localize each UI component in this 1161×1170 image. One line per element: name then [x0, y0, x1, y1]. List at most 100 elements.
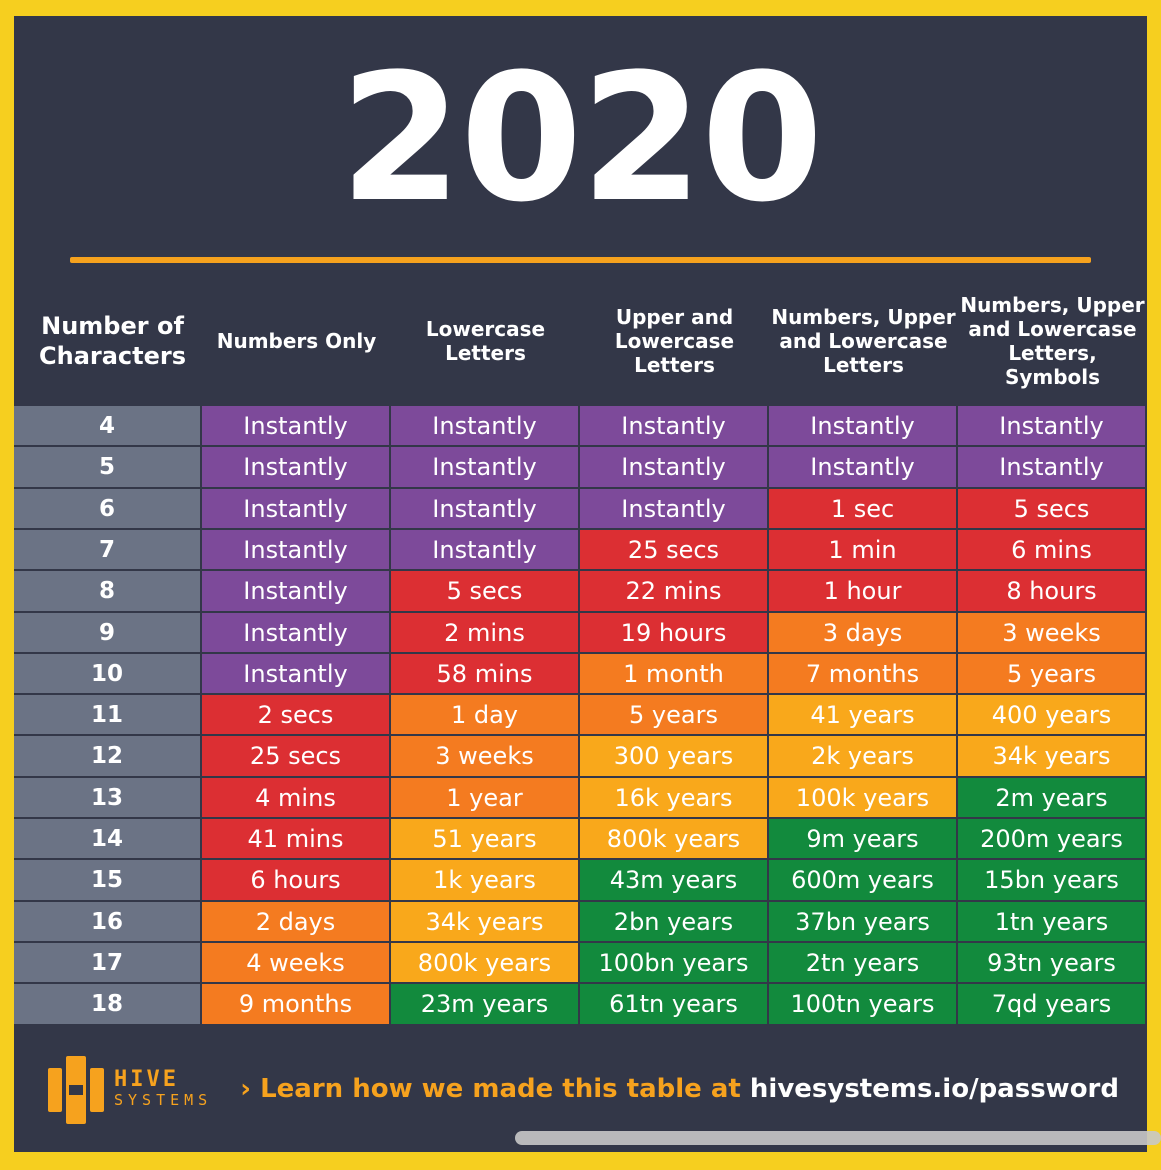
table-cell: Instantly [580, 406, 769, 447]
table-cell: 9m years [769, 819, 958, 860]
table-cell: 19 hours [580, 613, 769, 654]
table-cell: Instantly [958, 406, 1147, 447]
password-table-card: 2020 Number of Characters Numbers Only Low… [14, 16, 1147, 1152]
row-header-cell: 13 [14, 778, 202, 819]
table-cell: 1 day [391, 695, 580, 736]
table-cell: 400 years [958, 695, 1147, 736]
row-header-cell: 4 [14, 406, 202, 447]
table-cell: 7qd years [958, 984, 1147, 1026]
table-cell: 5 secs [391, 571, 580, 613]
table-cell: 2k years [769, 736, 958, 778]
table-cell: 5 years [580, 695, 769, 736]
table-cell: 1 year [391, 778, 580, 819]
table-cell: 22 mins [580, 571, 769, 613]
table-cell: 2 days [202, 902, 391, 943]
table-cell: 41 mins [202, 819, 391, 860]
table-cell: 1 month [580, 654, 769, 695]
table-cell: 93tn years [958, 943, 1147, 984]
table-cell: 3 weeks [958, 613, 1147, 654]
table-cell: 9 months [202, 984, 391, 1026]
table-cell: 1tn years [958, 902, 1147, 943]
table-cell: 23m years [391, 984, 580, 1026]
table-cell: Instantly [202, 654, 391, 695]
column-header: Lowercase Letters [425, 317, 546, 365]
table-cell: Instantly [580, 447, 769, 489]
table-cell: 34k years [958, 736, 1147, 778]
row-header-cell: 7 [14, 530, 202, 571]
horizontal-scrollbar[interactable] [515, 1131, 1161, 1145]
hive-logo-icon [48, 1056, 104, 1124]
table-cell: 25 secs [580, 530, 769, 571]
table-cell: 1 hour [769, 571, 958, 613]
cta-url[interactable]: hivesystems.io/password [749, 1074, 1119, 1104]
table-cell: Instantly [202, 406, 391, 447]
cta-text: Learn how we made this table at [260, 1074, 741, 1104]
table-cell: 2bn years [580, 902, 769, 943]
table-cell: 2 secs [202, 695, 391, 736]
table-cell: 34k years [391, 902, 580, 943]
table-cell: Instantly [202, 613, 391, 654]
table-cell: 15bn years [958, 860, 1147, 902]
table-cell: 1k years [391, 860, 580, 902]
row-header-cell: 15 [14, 860, 202, 902]
column-header: Upper and Lowercase Letters [614, 305, 735, 377]
table-cell: Instantly [769, 406, 958, 447]
column-header: Numbers Only [216, 329, 377, 353]
table-cell: Instantly [391, 406, 580, 447]
table-cell: 51 years [391, 819, 580, 860]
row-header-cell: 17 [14, 943, 202, 984]
row-header-cell: 14 [14, 819, 202, 860]
brand-bottom: SYSTEMS [114, 1091, 213, 1109]
header-number-of-characters: Number of Characters [39, 312, 187, 370]
brand-top: HIVE [114, 1067, 179, 1092]
table-cell: Instantly [391, 447, 580, 489]
table-cell: 5 secs [958, 489, 1147, 530]
table-cell: 3 days [769, 613, 958, 654]
table-cell: 61tn years [580, 984, 769, 1026]
table-cell: 6 mins [958, 530, 1147, 571]
table-cell: 4 mins [202, 778, 391, 819]
row-header-cell: 11 [14, 695, 202, 736]
table-cell: 6 hours [202, 860, 391, 902]
chevron-right-icon: › [240, 1074, 252, 1104]
table-cell: 4 weeks [202, 943, 391, 984]
table-cell: 5 years [958, 654, 1147, 695]
table-cell: Instantly [958, 447, 1147, 489]
row-header-cell: 9 [14, 613, 202, 654]
table-cell: 43m years [580, 860, 769, 902]
column-header: Numbers, Upper and Lowercase Letters, Sy… [960, 293, 1145, 389]
table-cell: Instantly [769, 447, 958, 489]
table-cell: 2m years [958, 778, 1147, 819]
table-cell: 37bn years [769, 902, 958, 943]
table-cell: 200m years [958, 819, 1147, 860]
table-cell: 300 years [580, 736, 769, 778]
title-divider [70, 257, 1091, 263]
table-cell: Instantly [580, 489, 769, 530]
table-cell: 800k years [391, 943, 580, 984]
table-cell: 8 hours [958, 571, 1147, 613]
table-cell: Instantly [202, 489, 391, 530]
table-cell: 41 years [769, 695, 958, 736]
row-header-cell: 12 [14, 736, 202, 778]
data-grid: 4 Instantly Instantly Instantly Instantly Ins… [14, 406, 1147, 1026]
methodology-link[interactable]: › Learn how we made this table at hivesy… [240, 1074, 1119, 1104]
table-cell: 58 mins [391, 654, 580, 695]
table-cell: 16k years [580, 778, 769, 819]
row-header-cell: 5 [14, 447, 202, 489]
table-cell: 800k years [580, 819, 769, 860]
table-cell: 2tn years [769, 943, 958, 984]
table-cell: 2 mins [391, 613, 580, 654]
table-cell: 600m years [769, 860, 958, 902]
table-cell: 3 weeks [391, 736, 580, 778]
table-cell: 100bn years [580, 943, 769, 984]
table-cell: Instantly [202, 571, 391, 613]
brand-wordmark: HIVE SYSTEMS [114, 1067, 213, 1110]
page-title: 2020 [339, 36, 824, 241]
table-cell: Instantly [391, 489, 580, 530]
table-cell: Instantly [202, 447, 391, 489]
table-cell: 100tn years [769, 984, 958, 1026]
table-cell: 7 months [769, 654, 958, 695]
table-cell: 1 min [769, 530, 958, 571]
row-header-cell: 10 [14, 654, 202, 695]
table-cell: Instantly [391, 530, 580, 571]
